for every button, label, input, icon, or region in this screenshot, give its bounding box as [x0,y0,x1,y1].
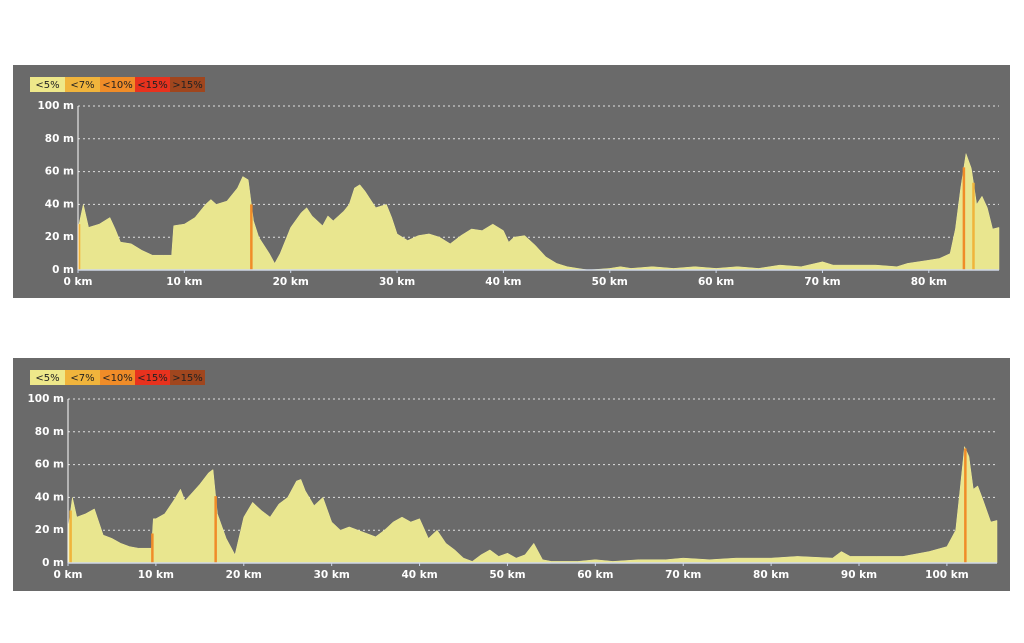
y-tick-label: 60 m [45,166,74,178]
x-tick-label: 20 km [273,276,309,288]
x-tick-label: 40 km [401,569,437,581]
legend-swatch [65,77,100,92]
y-tick-label: 20 m [45,231,74,243]
x-tick-label: 30 km [314,569,350,581]
x-tick-label: 90 km [841,569,877,581]
legend-swatch [100,370,135,385]
y-tick-label: 40 m [45,198,74,210]
chart-panel: 0 m 20 m 40 m 60 m 80 m 100 m 0 km 10 km 20 km 30… [13,358,1010,591]
y-tick-label: 100 m [37,100,74,112]
legend-label: <5% [35,80,59,91]
x-tick-label: 50 km [489,569,525,581]
elevation-area [67,445,998,564]
y-tick-label: 20 m [35,524,64,536]
y-tick-label: 80 m [45,133,74,145]
x-tick-label: 50 km [592,276,628,288]
legend-swatch [100,77,135,92]
elevation-area [77,153,1000,271]
legend-label: <10% [102,373,133,384]
x-tick-label: 40 km [485,276,521,288]
x-tick-label: 60 km [577,569,613,581]
x-tick-label: 80 km [911,276,947,288]
y-tick-label: 80 m [35,426,64,438]
y-tick-label: 0 m [42,557,64,569]
x-tick-label: 20 km [226,569,262,581]
legend-swatch [170,77,205,92]
legend-swatch [170,370,205,385]
legend-label: >15% [172,80,203,91]
legend-label: <5% [35,373,59,384]
x-tick-label: 60 km [698,276,734,288]
x-tick-label: 0 km [64,276,93,288]
x-tick-label: 10 km [138,569,174,581]
y-tick-label: 100 m [27,393,64,405]
y-tick-label: 40 m [35,491,64,503]
x-tick-label: 10 km [166,276,202,288]
legend-swatch [30,370,65,385]
y-tick-label: 60 m [35,459,64,471]
x-tick-label: 0 km [54,569,83,581]
x-tick-label: 70 km [804,276,840,288]
legend-swatch [65,370,100,385]
legend-label: >15% [172,373,203,384]
legend-swatch [135,77,170,92]
legend-label: <7% [70,80,94,91]
x-tick-label: 100 km [925,569,969,581]
legend-label: <15% [137,373,168,384]
chart-panel: 0 m 20 m 40 m 60 m 80 m 100 m 0 km 10 km 20 km 30… [13,65,1010,298]
y-tick-label: 0 m [52,264,74,276]
x-tick-label: 70 km [665,569,701,581]
x-tick-label: 80 km [753,569,789,581]
x-tick-label: 30 km [379,276,415,288]
legend-label: <7% [70,373,94,384]
legend-label: <15% [137,80,168,91]
legend-swatch [30,77,65,92]
legend-swatch [135,370,170,385]
legend-label: <10% [102,80,133,91]
